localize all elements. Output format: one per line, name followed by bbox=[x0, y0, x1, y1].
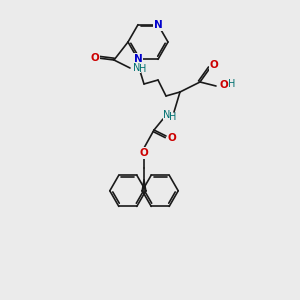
Text: N: N bbox=[134, 54, 142, 64]
Text: H: H bbox=[139, 64, 147, 74]
Text: N: N bbox=[163, 110, 171, 120]
Text: H: H bbox=[228, 79, 236, 89]
Text: O: O bbox=[140, 148, 148, 158]
Text: H: H bbox=[169, 112, 177, 122]
Text: N: N bbox=[133, 63, 141, 73]
Text: O: O bbox=[91, 53, 99, 63]
Text: O: O bbox=[220, 80, 228, 90]
Text: O: O bbox=[210, 60, 218, 70]
Text: N: N bbox=[154, 20, 162, 30]
Text: O: O bbox=[168, 133, 176, 143]
